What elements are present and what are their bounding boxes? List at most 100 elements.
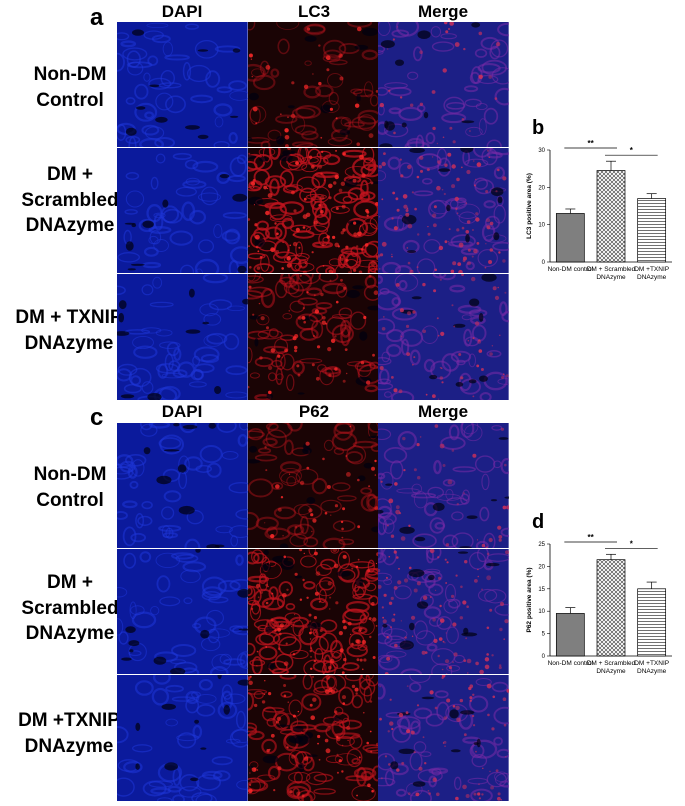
row-label-line: DM +TXNIP [18, 710, 120, 731]
panel-a-micrograph [117, 22, 248, 148]
bar [555, 213, 585, 263]
x-category-label: DM +TXNIP [634, 660, 669, 667]
row-label-line: Scrambled [21, 597, 119, 619]
panel-c-cell-r1-c2 [247, 423, 379, 549]
panel-c-micrograph [117, 675, 248, 801]
row-label-line: Non-DM [33, 464, 107, 485]
x-category-label: DNAzyme [596, 668, 626, 675]
row-label-line: Control [36, 489, 104, 511]
panel-a-cell-r3-c3 [378, 274, 509, 400]
row-label-line: DM + TXNIP [15, 307, 123, 328]
panel-a-cell-r1-c2 [247, 22, 379, 148]
significance-label: ** [588, 533, 595, 542]
bar [596, 559, 626, 657]
panel-c-col-dapi: DAPI [161, 402, 203, 421]
row-label-line: Scrambled [21, 189, 119, 211]
panel-a-row-2-label: DM + Scrambled DNAzyme [5, 162, 135, 239]
panel-a-micrograph [247, 22, 379, 148]
x-category-label: DNAzyme [637, 668, 667, 675]
panel-c-micrograph [117, 549, 248, 675]
y-tick-label: 20 [538, 185, 545, 191]
panel-c-micrograph [378, 549, 509, 675]
panel-c-cell-r2-c2 [247, 549, 379, 675]
y-tick-label: 10 [538, 609, 545, 615]
y-axis-label: P62 positive area (%) [526, 567, 533, 632]
row-label-line: DNAzyme [24, 735, 114, 757]
panel-a-cell-r2-c1 [117, 148, 248, 274]
y-tick-label: 0 [542, 654, 546, 660]
panel-a-cell-r2-c2 [247, 148, 379, 274]
chart-panel-letter: d [532, 511, 544, 533]
panel-c-row-1-label: Non-DM Control [5, 462, 135, 513]
panel-a-cell-r1-c3 [378, 22, 509, 148]
y-tick-label: 10 [538, 223, 545, 229]
panel-a-col-lc3: LC3 [297, 2, 331, 21]
panel-a-col-dapi: DAPI [161, 2, 203, 21]
x-category-label: DM + Scrambled [587, 266, 636, 273]
panel-c-cell-r1-c3 [378, 423, 509, 549]
y-tick-label: 15 [538, 587, 545, 593]
bar [637, 198, 667, 263]
panel-c-col-p62: P62 [298, 402, 330, 421]
x-category-label: DNAzyme [637, 274, 667, 281]
panel-c-micrograph [247, 675, 379, 801]
panel-a-cell-r1-c1 [117, 22, 248, 148]
y-tick-label: 20 [538, 564, 545, 570]
x-category-label: Non-DM control [548, 660, 594, 667]
row-label-line: Control [36, 89, 104, 111]
row-label-line: DNAzyme [24, 332, 114, 354]
panel-c-micrograph [247, 549, 379, 675]
panel-c-micrograph [378, 675, 509, 801]
panel-a-micrograph [247, 148, 379, 274]
panel-c-cell-r3-c2 [247, 675, 379, 801]
panel-c-cell-r3-c3 [378, 675, 509, 801]
row-label-line: DNAzyme [25, 215, 115, 237]
panel-a-micrograph [378, 148, 509, 274]
panel-a-cell-r3-c2 [247, 274, 379, 400]
row-label-line: Non-DM [33, 64, 107, 85]
panel-a-row-1-label: Non-DM Control [5, 62, 135, 113]
panel-a-micrograph [247, 274, 379, 400]
x-category-label: DM +TXNIP [634, 266, 669, 273]
panel-a-cell-r3-c1 [117, 274, 248, 400]
panel-a-cell-r2-c3 [378, 148, 509, 274]
panel-a-row-3-label: DM + TXNIP DNAzyme [0, 305, 138, 356]
significance-label: * [630, 539, 634, 548]
bar [555, 613, 585, 657]
chart-d-p62: d 0 5 10 15 20 25 P62 positive area (%) Non-DM c… [526, 511, 672, 675]
panel-c-letter: c [90, 404, 104, 431]
panel-c-row-2-label: DM + Scrambled DNAzyme [5, 570, 135, 647]
chart-b-lc3: b 0 10 20 30 LC3 positive area (%) Non-DM cont… [526, 117, 672, 281]
x-category-label: DNAzyme [596, 274, 626, 281]
x-category-label: Non-DM control [548, 266, 594, 273]
panel-a-col-merge: Merge [417, 2, 469, 21]
significance-label: ** [588, 139, 595, 148]
row-label-line: DM + [47, 572, 93, 593]
y-tick-label: 30 [538, 148, 545, 154]
panel-c-col-merge: Merge [417, 402, 469, 421]
y-tick-label: 25 [538, 542, 545, 548]
panel-c-micrograph [247, 423, 379, 549]
panel-a-image-grid [117, 22, 509, 400]
chart-panel-letter: b [532, 117, 544, 139]
significance-label: * [630, 146, 634, 155]
panel-a-micrograph [117, 148, 248, 274]
row-label-line: DNAzyme [25, 623, 115, 645]
row-label-line: DM + [47, 164, 93, 185]
bar [637, 588, 667, 657]
y-tick-label: 5 [542, 632, 546, 638]
x-category-label: DM + Scrambled [587, 660, 636, 667]
panel-c-cell-r2-c3 [378, 549, 509, 675]
panel-c-micrograph [117, 423, 248, 549]
bar [596, 170, 626, 263]
panel-a-micrograph [378, 22, 509, 148]
panel-a-micrograph [378, 274, 509, 400]
panel-a-micrograph [117, 274, 248, 400]
panel-c-image-grid [117, 423, 509, 801]
panel-c-cell-r3-c1 [117, 675, 248, 801]
y-axis-label: LC3 positive area (%) [526, 173, 533, 239]
panel-c-cell-r1-c1 [117, 423, 248, 549]
panel-c-micrograph [378, 423, 509, 549]
panel-a-letter: a [90, 4, 104, 31]
y-tick-label: 0 [542, 260, 546, 266]
